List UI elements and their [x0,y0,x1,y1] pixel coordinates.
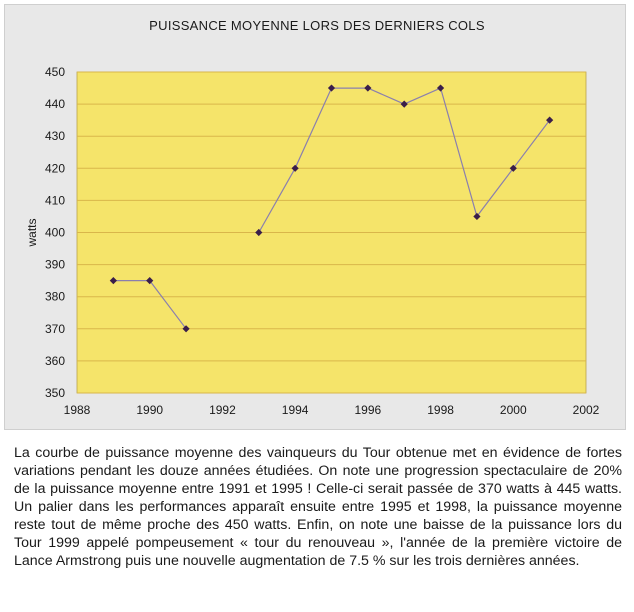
x-tick-label-1998: 1998 [427,403,454,417]
data-point-2001 [546,116,554,124]
data-point-1999 [473,212,481,221]
y-tick-label-350: 350 [45,386,65,400]
x-tick-label-1996: 1996 [355,403,382,417]
data-point-1998 [436,84,445,92]
x-tick-label-1994: 1994 [282,403,309,417]
data-point-1996 [364,84,372,92]
data-point-1990 [146,277,154,285]
y-tick-label-400: 400 [45,226,65,240]
y-tick-label-430: 430 [45,129,65,143]
x-tick-labels: 1988 1990 1992 1994 1996 1998 2000 2002 [64,403,600,417]
x-tick-label-2000: 2000 [500,403,527,417]
y-tick-labels: 350 360 370 380 390 400 410 420 430 440 450 [45,65,65,400]
data-point-2000 [509,164,517,172]
y-tick-label-390: 390 [45,258,65,272]
y-tick-label-370: 370 [45,322,65,336]
chart-title: PUISSANCE MOYENNE LORS DES DERNIERS COLS [149,18,485,33]
data-point-1997 [400,100,408,108]
y-tick-label-410: 410 [45,193,65,207]
y-tick-label-360: 360 [45,354,65,368]
x-tick-label-1990: 1990 [136,403,163,417]
data-point-1991 [182,325,190,333]
x-tick-label-2002: 2002 [573,403,600,417]
y-tick-label-420: 420 [45,161,65,175]
data-point-1995 [327,84,336,92]
x-tick-label-1988: 1988 [64,403,91,417]
data-point-1994 [291,164,299,172]
y-tick-label-380: 380 [45,290,65,304]
y-tick-label-440: 440 [45,97,65,111]
line-chart: 1988 1990 1992 1994 1996 1998 2000 2002 3503603… [25,65,600,417]
y-tick-label-450: 450 [45,65,65,79]
data-point-1993 [255,228,263,237]
caption-text: La courbe de puissance moyenne des vainq… [14,445,622,569]
data-point-1989 [109,277,117,285]
x-tick-label-1992: 1992 [209,403,236,417]
series-markers [109,84,554,333]
y-axis-label: watts [25,218,39,247]
